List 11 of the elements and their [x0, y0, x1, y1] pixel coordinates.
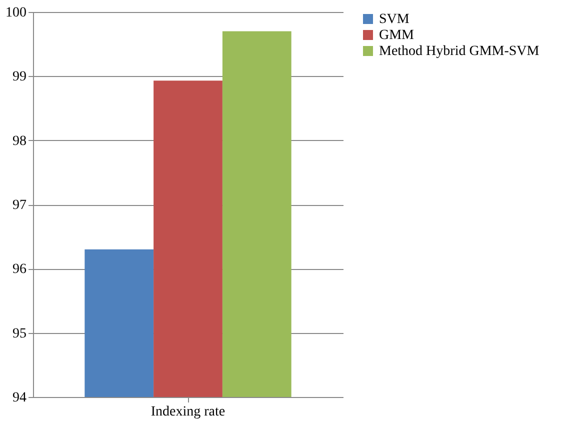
y-tick-label: 96: [12, 262, 26, 278]
y-tick-label: 94: [12, 390, 26, 406]
y-tick-label: 98: [12, 134, 26, 149]
x-tick-label: Indexing rate: [150, 404, 226, 420]
y-tick-label: 99: [12, 70, 26, 85]
legend-label: GMM: [379, 28, 415, 43]
y-tick-label: 97: [12, 198, 26, 213]
legend-label: Method Hybrid GMM-SVM: [379, 44, 540, 59]
y-tick-label: 100: [6, 6, 26, 20]
legend-label: SVM: [379, 12, 410, 27]
y-tick-label: 95: [12, 326, 26, 342]
